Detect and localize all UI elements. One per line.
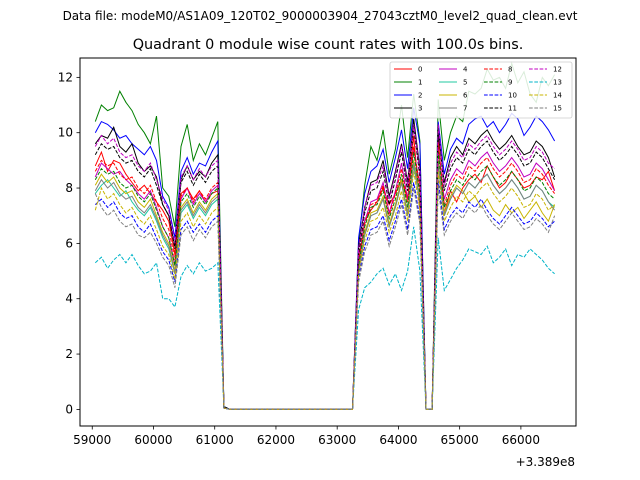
y-tick-label: 8 [65,181,73,195]
series-line-15 [94,187,556,410]
series-lines [94,61,556,410]
series-line-14 [94,171,555,410]
x-tick-label: 60000 [134,433,172,447]
legend-label-11: 11 [508,105,517,113]
y-tick-label: 4 [65,292,73,306]
y-tick-label: 0 [65,402,73,416]
series-line-4 [94,146,556,410]
axes-frame [79,57,577,427]
legend-label-8: 8 [508,66,512,74]
legend-label-10: 10 [508,92,517,100]
y-tick-label: 2 [65,347,73,361]
legend-label-9: 9 [508,79,512,87]
legend-label-13: 13 [553,79,562,87]
y-tick-label: 10 [58,126,73,140]
legend-label-3: 3 [418,105,422,113]
y-tick-label: 6 [65,236,73,250]
legend-label-0: 0 [418,66,422,74]
legend-label-7: 7 [463,105,467,113]
x-tick-label: 59000 [73,433,111,447]
series-line-0 [94,135,556,410]
x-axis-ticks: 59000 60000 61000 62000 63000 64000 65000 66000 [73,426,540,447]
legend-label-14: 14 [553,92,562,100]
suptitle: Data file: modeM0/AS1A09_120T02_90000039… [63,9,578,23]
x-axis-offset-label: +3.389e8 [516,455,575,469]
y-tick-label: 12 [58,70,73,84]
x-tick-label: 61000 [196,433,234,447]
legend-label-12: 12 [553,66,562,74]
legend-label-5: 5 [463,79,467,87]
chart-title: Quadrant 0 module wise count rates with … [133,37,524,53]
legend-label-4: 4 [463,66,468,74]
legend-frame [389,61,573,119]
x-tick-label: 62000 [257,433,295,447]
x-tick-label: 63000 [318,433,356,447]
legend-label-6: 6 [463,92,468,100]
series-line-10 [94,179,555,410]
series-line-3 [94,118,556,410]
x-tick-label: 66000 [502,433,540,447]
y-axis-ticks: 0 2 4 6 8 10 12 [58,70,80,416]
x-tick-label: 65000 [441,433,479,447]
legend-label-1: 1 [418,79,422,87]
legend-label-2: 2 [418,92,422,100]
legend-label-15: 15 [553,105,562,113]
x-tick-label: 64000 [379,433,417,447]
series-line-6 [94,160,556,410]
